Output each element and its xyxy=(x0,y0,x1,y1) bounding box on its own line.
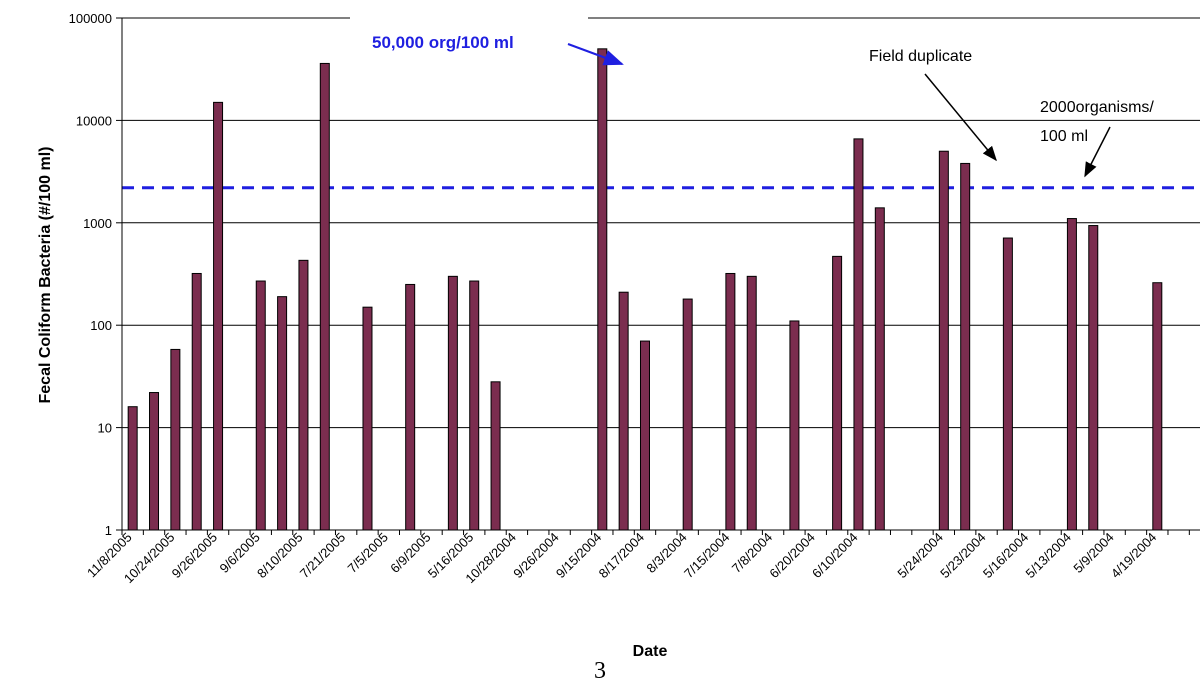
y-tick-labels: 1 10 100 1000 10000 100000 xyxy=(69,11,112,538)
bar xyxy=(618,291,629,531)
y-tick-label: 10 xyxy=(98,421,112,436)
bar xyxy=(746,275,757,531)
peak-annotation: 50,000 org/100 ml xyxy=(372,33,514,52)
x-tick-label: 4/19/2004 xyxy=(1108,530,1160,582)
x-tick-label: 5/16/2004 xyxy=(980,530,1032,582)
x-tick-label: 9/26/2004 xyxy=(510,530,562,582)
bar xyxy=(490,381,501,531)
x-tick-label: 5/13/2004 xyxy=(1023,530,1075,582)
duplicate-annotation: Field duplicate xyxy=(869,48,972,65)
bar xyxy=(597,48,608,531)
x-tick-label: 8/10/2005 xyxy=(254,530,306,582)
bar xyxy=(789,320,800,531)
y-tick-label: 100 xyxy=(90,318,112,333)
page-number: 3 xyxy=(594,658,606,684)
bar xyxy=(725,272,736,531)
x-tick-label: 7/15/2004 xyxy=(681,530,733,582)
y-tick-label: 1000 xyxy=(83,216,112,231)
bar xyxy=(319,62,330,531)
axes xyxy=(121,18,1200,535)
x-tick-label: 6/20/2004 xyxy=(766,530,818,582)
bar xyxy=(1002,237,1013,531)
bar xyxy=(853,138,864,531)
bar xyxy=(874,207,885,531)
bar xyxy=(960,162,971,531)
y-tick-label: 100000 xyxy=(69,11,112,26)
x-tick-label: 7/5/2005 xyxy=(345,530,391,576)
bars xyxy=(127,48,1163,531)
x-tick-label: 9/15/2004 xyxy=(553,530,605,582)
x-tick-label: 5/23/2004 xyxy=(937,530,989,582)
bar xyxy=(213,101,224,531)
x-tick-label: 8/17/2004 xyxy=(596,530,648,582)
bar xyxy=(127,406,138,531)
x-tick-label: 6/10/2004 xyxy=(809,530,861,582)
annotation-mask xyxy=(350,16,588,20)
peak-arrow xyxy=(567,43,624,66)
bar xyxy=(405,283,416,531)
x-tick-label: 9/26/2005 xyxy=(169,530,221,582)
bar xyxy=(682,298,693,531)
bar xyxy=(298,259,309,531)
bar xyxy=(255,280,266,531)
x-tick-label: 5/24/2004 xyxy=(894,530,946,582)
bar xyxy=(277,296,288,531)
bar xyxy=(938,150,949,531)
x-tick-labels: 11/8/200510/24/20059/26/20059/6/20058/10… xyxy=(84,530,1159,587)
bar xyxy=(1152,282,1163,531)
bar xyxy=(447,275,458,531)
threshold-arrow xyxy=(1084,126,1111,178)
bar xyxy=(149,392,160,531)
bar xyxy=(469,280,480,531)
bar xyxy=(191,272,202,531)
bar xyxy=(639,340,650,531)
threshold-annotation-line1: 2000organisms/ xyxy=(1040,99,1154,116)
y-tick-label: 1 xyxy=(105,523,112,538)
threshold-annotation-line2: 100 ml xyxy=(1040,128,1088,145)
y-tick-label: 10000 xyxy=(76,113,112,128)
bar xyxy=(1088,225,1099,531)
bar xyxy=(362,306,373,531)
bar xyxy=(1066,218,1077,531)
duplicate-arrow xyxy=(924,73,997,162)
x-axis-title: Date xyxy=(633,643,668,660)
x-tick-label: 7/21/2005 xyxy=(297,530,349,582)
bar xyxy=(170,348,181,531)
bar xyxy=(832,255,843,531)
y-axis-title: Fecal Coliform Bacteria (#/100 ml) xyxy=(37,147,54,404)
